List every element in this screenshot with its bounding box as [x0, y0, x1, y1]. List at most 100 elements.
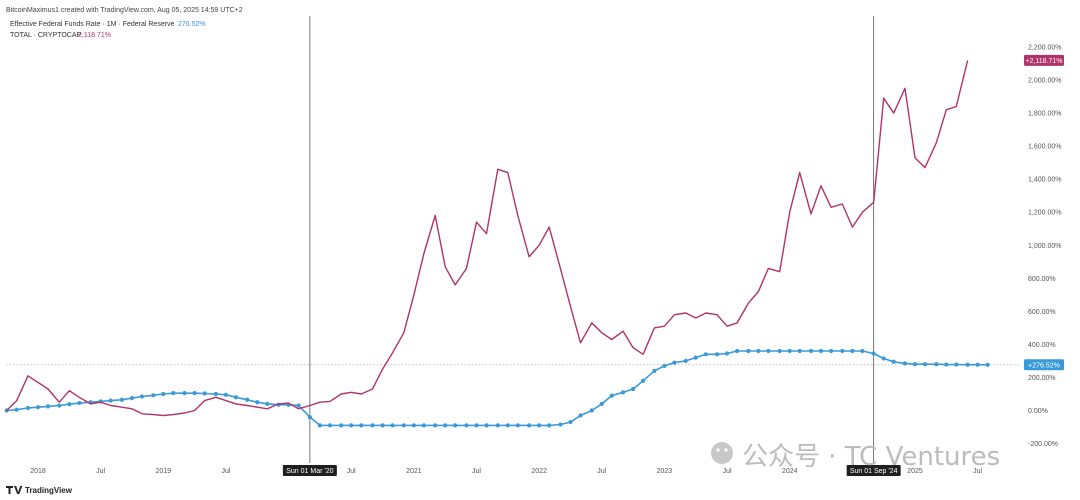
tradingview-brand-text: TradingView: [25, 486, 73, 495]
wechat-icon-eye-left: [716, 448, 720, 452]
fedfunds-point: [724, 351, 730, 356]
fedfunds-point: [609, 393, 614, 398]
legend-fedfunds-value: 276.52%: [178, 21, 206, 28]
fedfunds-point: [327, 423, 333, 428]
fedfunds-point: [421, 423, 426, 428]
fedfunds-point: [975, 362, 980, 367]
y-tick-label: 1,400.00%: [1028, 177, 1061, 184]
x-tick-label: 2022: [531, 468, 547, 475]
fedfunds-point: [14, 407, 19, 412]
x-tick-label: 2024: [782, 468, 798, 475]
fedfunds-point: [67, 402, 72, 407]
fedfunds-point: [850, 348, 855, 354]
fedfunds-point: [558, 422, 563, 427]
fedfunds-point: [296, 403, 301, 408]
watermark: 公众号 · TC Ventures: [711, 442, 1000, 472]
fedfunds-point: [161, 391, 166, 397]
fedfunds-point: [902, 361, 908, 366]
y-tick-label: 2,000.00%: [1028, 78, 1061, 85]
fedfunds-point: [860, 348, 865, 354]
fedfunds-point: [505, 423, 510, 428]
fedfunds-point: [515, 423, 520, 428]
price-badges: +276.52% +2,118.71%: [1024, 54, 1064, 371]
y-tick-label: -200.00%: [1028, 441, 1058, 448]
fedfunds-point: [662, 363, 667, 368]
x-tick-label: Jul: [96, 468, 105, 475]
fedfunds-point: [411, 423, 416, 428]
fedfunds-point: [484, 423, 489, 428]
fedfunds-point: [192, 391, 197, 396]
fedfunds-point: [119, 397, 125, 402]
event-marker-label: Sun 01 Sep '24: [850, 468, 898, 475]
fedfunds-point: [359, 423, 364, 428]
x-tick-label: Jul: [347, 468, 356, 475]
fedfunds-point: [985, 362, 990, 367]
fedfunds-point: [797, 348, 802, 354]
fedfunds-point: [57, 403, 62, 408]
fedfunds-point: [349, 423, 354, 428]
fedfunds-point: [568, 419, 573, 425]
event-marker-box: [282, 465, 337, 476]
x-tick-label: 2019: [155, 468, 171, 475]
x-tick-label: 2021: [406, 468, 422, 475]
fedfunds-point: [527, 423, 532, 428]
fedfunds-point: [317, 423, 322, 428]
fedfunds-point: [171, 391, 176, 396]
fedfunds-point: [756, 348, 761, 354]
fedfunds-point: [693, 355, 698, 360]
fedfunds-point: [307, 415, 312, 420]
fedfunds-point: [265, 401, 270, 406]
fedfunds-point: [255, 400, 260, 405]
x-tick-label: Jul: [472, 468, 481, 475]
fedfunds-point: [151, 393, 156, 398]
y-tick-label: 2,200.00%: [1028, 45, 1061, 52]
fedfunds-point: [182, 391, 187, 396]
watermark-text: 公众号 · TC Ventures: [742, 442, 1000, 472]
fedfunds-point: [787, 348, 792, 354]
x-tick-label: Jul: [973, 468, 982, 475]
fedfunds-point: [641, 378, 646, 383]
legend-crypto-value: 2,118.71%: [78, 32, 111, 39]
fedfunds-point: [129, 396, 135, 401]
y-tick-label: 400.00%: [1028, 342, 1056, 349]
series: [4, 60, 990, 428]
fedfunds-point: [390, 423, 395, 428]
fedfunds-point: [495, 423, 500, 428]
fedfunds-point: [108, 398, 113, 403]
fedfunds-point: [777, 348, 782, 354]
fedfunds-point: [871, 351, 876, 356]
fedfunds-point: [891, 359, 896, 364]
y-tick-label: 200.00%: [1028, 375, 1056, 382]
fedfunds-point: [453, 423, 458, 428]
fedfunds-point: [714, 352, 720, 357]
x-tick-label: 2023: [657, 468, 673, 475]
fedfunds-point: [202, 391, 207, 396]
tradingview-icon: [6, 486, 23, 494]
wechat-icon: [711, 442, 733, 464]
event-markers: Sun 01 Mar '20 Sun 01 Sep '24: [282, 16, 901, 476]
y-tick-label: 600.00%: [1028, 309, 1056, 316]
fedfunds-point: [77, 400, 82, 406]
fedfunds-point: [808, 348, 814, 354]
fedfunds-point: [683, 358, 688, 364]
fedfunds-point: [620, 390, 626, 395]
fedfunds-point: [380, 423, 385, 428]
y-tick-label: 800.00%: [1028, 276, 1056, 283]
x-tick-label: Jul: [723, 468, 732, 475]
fedfunds-point: [213, 391, 219, 397]
fedfunds-point: [245, 397, 250, 402]
fedfunds-point: [25, 405, 31, 411]
y-axis: 2,200.00% 2,000.00% 1,800.00% 1,600.00% 1,40…: [1028, 45, 1061, 449]
fedfunds-point: [954, 362, 959, 367]
fedfunds-point: [840, 348, 845, 354]
fedfunds-point: [881, 356, 886, 361]
tradingview-logo[interactable]: TradingView: [6, 486, 73, 495]
fedfunds-point: [537, 423, 542, 428]
x-tick-label: Jul: [597, 468, 606, 475]
chart-credit: BitcoinMaximus1 created with TradingView…: [6, 7, 243, 14]
fedfunds-point: [599, 401, 604, 406]
wechat-icon-eye-right: [724, 448, 728, 452]
y-tick-label: 1,800.00%: [1028, 111, 1061, 118]
legend: Effective Federal Funds Rate · 1M · Fede…: [10, 21, 206, 39]
x-axis: 2018 Jul 2019 Jul Jul 2021 Jul 2022 Jul 2023 Jul 20…: [30, 468, 982, 475]
